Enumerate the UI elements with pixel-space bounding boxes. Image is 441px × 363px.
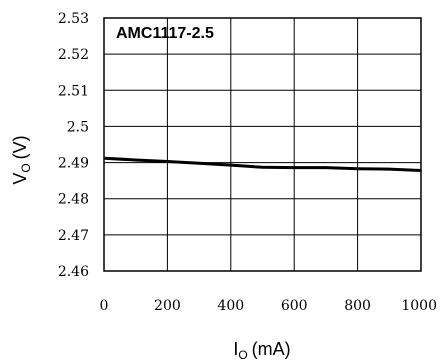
y-axis-label: VO(V) xyxy=(10,135,33,184)
y-tick-label: 2.53 xyxy=(58,11,89,27)
grid-lines xyxy=(103,17,422,272)
series-line xyxy=(103,156,422,172)
x-tick-label: 800 xyxy=(344,298,371,314)
y-tick-label: 2.47 xyxy=(58,228,89,244)
x-tick-label: 200 xyxy=(154,298,181,314)
y-tick-label: 2.49 xyxy=(58,156,89,172)
y-tick-label: 2.5 xyxy=(67,119,89,135)
chart-title: AMC1117-2.5 xyxy=(116,25,214,42)
x-tick-label: 1000 xyxy=(401,298,437,314)
y-tick-label: 2.46 xyxy=(58,264,89,280)
x-tick-label: 600 xyxy=(281,298,308,314)
y-tick-label: 2.48 xyxy=(58,192,89,208)
y-tick-label: 2.51 xyxy=(58,83,89,99)
y-tick-label: 2.52 xyxy=(58,47,89,63)
x-tick-labels: 0 200 400 600 800 1000 xyxy=(100,298,437,314)
y-tick-labels: 2.46 2.47 2.48 2.49 2.5 2.51 2.52 2.53 xyxy=(58,11,89,280)
x-tick-label: 400 xyxy=(217,298,244,314)
x-axis-label: IO (mA) xyxy=(233,339,290,362)
plot-frame xyxy=(103,17,422,272)
x-tick-label: 0 xyxy=(100,298,109,314)
